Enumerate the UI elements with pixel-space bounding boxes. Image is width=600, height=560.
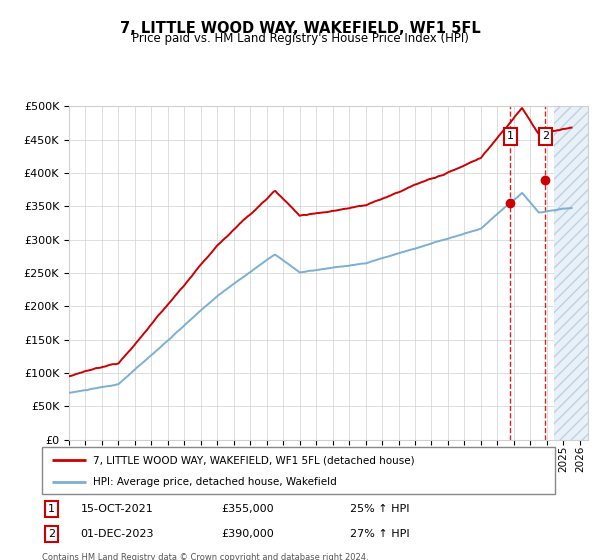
Text: Contains HM Land Registry data © Crown copyright and database right 2024.
This d: Contains HM Land Registry data © Crown c… (42, 553, 368, 560)
Text: 2: 2 (47, 529, 55, 539)
Text: 27% ↑ HPI: 27% ↑ HPI (350, 529, 409, 539)
Text: 25% ↑ HPI: 25% ↑ HPI (350, 504, 409, 514)
Text: £355,000: £355,000 (221, 504, 274, 514)
Text: 15-OCT-2021: 15-OCT-2021 (80, 504, 153, 514)
Text: 2: 2 (542, 132, 549, 141)
Text: 1: 1 (48, 504, 55, 514)
FancyBboxPatch shape (42, 447, 555, 494)
Bar (554, 106, 588, 440)
Text: 1: 1 (507, 132, 514, 141)
Text: HPI: Average price, detached house, Wakefield: HPI: Average price, detached house, Wake… (94, 477, 337, 487)
Text: 7, LITTLE WOOD WAY, WAKEFIELD, WF1 5FL: 7, LITTLE WOOD WAY, WAKEFIELD, WF1 5FL (119, 21, 481, 36)
Text: 7, LITTLE WOOD WAY, WAKEFIELD, WF1 5FL (detached house): 7, LITTLE WOOD WAY, WAKEFIELD, WF1 5FL (… (94, 455, 415, 465)
Text: Price paid vs. HM Land Registry's House Price Index (HPI): Price paid vs. HM Land Registry's House … (131, 32, 469, 45)
Text: £390,000: £390,000 (221, 529, 274, 539)
Text: 01-DEC-2023: 01-DEC-2023 (80, 529, 154, 539)
